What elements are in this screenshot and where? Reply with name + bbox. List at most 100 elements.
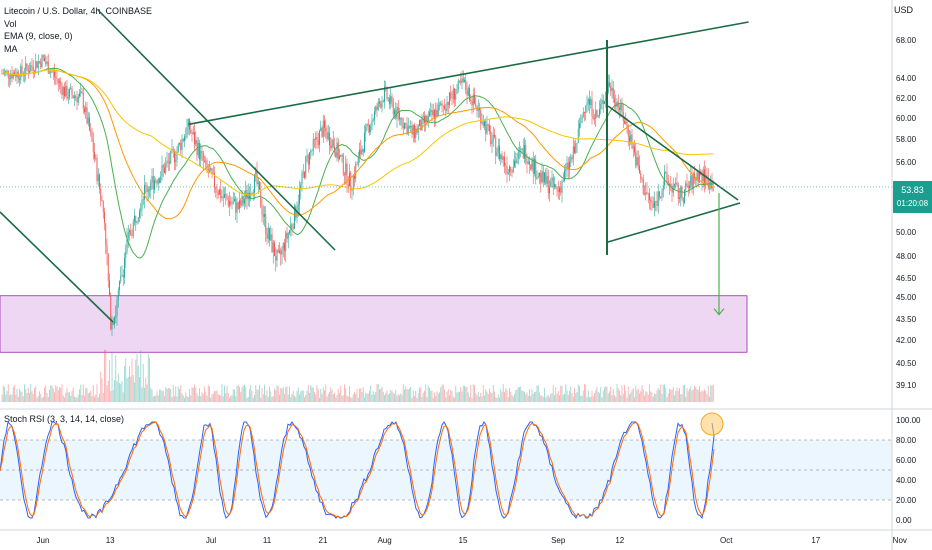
candle-body (529, 161, 530, 165)
volume-bar (609, 391, 610, 402)
volume-bar (227, 393, 229, 402)
volume-bar (254, 395, 255, 402)
volume-bar (421, 397, 423, 402)
candle-body (562, 180, 564, 182)
volume-bar (56, 386, 58, 402)
volume-bar (141, 387, 143, 402)
volume-bar (21, 391, 23, 402)
candle-body (696, 172, 698, 181)
candle-body (112, 322, 114, 325)
volume-bar (597, 391, 599, 402)
candle-body (95, 157, 97, 159)
candle-body (254, 174, 255, 193)
volume-bar (289, 386, 290, 402)
volume-bar (252, 397, 254, 402)
candle-body (429, 111, 430, 116)
volume-bar (545, 397, 547, 402)
candle-body (81, 91, 83, 94)
time-tick-label: Nov (893, 536, 907, 545)
candle-body (251, 193, 253, 195)
volume-bar (212, 393, 214, 402)
volume-bar (604, 387, 605, 402)
candle-body (280, 250, 282, 255)
candle-body (507, 172, 509, 174)
currency-label: USD (894, 5, 914, 15)
candle-body (216, 189, 218, 193)
volume-bar (612, 388, 614, 402)
volume-bar (246, 397, 248, 402)
volume-bar (697, 390, 699, 402)
ma-legend[interactable]: MA (4, 44, 18, 54)
candle-body (342, 154, 344, 175)
volume-bar (175, 386, 177, 402)
wedge-lower-line (607, 202, 741, 243)
candle-body (301, 173, 303, 185)
volume-bar (51, 385, 53, 402)
volume-bar (110, 391, 112, 402)
volume-bar (281, 388, 283, 402)
volume-bar (437, 393, 439, 402)
volume-bar (216, 390, 218, 402)
volume-bar (90, 390, 92, 402)
candle-body (192, 132, 194, 135)
volume-bar (132, 375, 134, 402)
volume-bar (692, 389, 694, 402)
candle-body (496, 152, 498, 156)
candle-body (627, 127, 629, 137)
candle-body (376, 106, 378, 110)
candle-body (545, 172, 547, 184)
candle-body (671, 186, 673, 193)
candle-body (599, 109, 600, 116)
candle-body (355, 164, 357, 179)
volume-bar (277, 386, 279, 402)
volume-bar (297, 387, 299, 402)
candle-body (446, 102, 448, 111)
volume-bar (614, 395, 615, 402)
candle-body (479, 108, 480, 111)
candle-body (521, 148, 523, 150)
volume-bar (124, 366, 125, 402)
volume-bar (429, 387, 430, 402)
candle-body (564, 170, 565, 181)
volume-bar (86, 388, 88, 402)
candle-body (390, 96, 392, 105)
volume-bar (249, 389, 250, 402)
candle-body (465, 79, 467, 90)
candle-body (684, 190, 685, 203)
volume-bar (590, 396, 592, 402)
volume-bar (307, 384, 309, 402)
candle-body (482, 121, 484, 126)
candle-body (34, 70, 35, 72)
candle-body (516, 158, 518, 163)
ema-legend[interactable]: EMA (9, close, 0) (4, 31, 73, 41)
stoch-rsi-legend[interactable]: Stoch RSI (3, 3, 14, 14, close) (4, 414, 125, 424)
volume-bar (256, 389, 258, 402)
candle-body (574, 146, 575, 153)
volume-bar (382, 392, 384, 402)
volume-bar (670, 389, 672, 402)
candle-body (275, 256, 277, 261)
volume-bar (127, 376, 129, 402)
volume-bar (569, 391, 570, 402)
candle-body (614, 98, 615, 103)
volume-legend[interactable]: Vol (4, 19, 17, 29)
candle-body (631, 134, 633, 149)
volume-bar (551, 393, 553, 402)
candle-body (626, 121, 628, 128)
volume-bar (449, 395, 450, 402)
volume-bar (310, 385, 312, 402)
volume-bar (389, 393, 390, 402)
rsi-tick-label: 0.00 (896, 516, 912, 525)
candle-body (330, 145, 332, 149)
volume-bar (711, 385, 713, 402)
candle-body (65, 85, 67, 97)
candle-body (536, 177, 538, 179)
volume-bar (14, 385, 15, 402)
volume-bar (630, 392, 632, 402)
volume-bar (340, 385, 342, 402)
volume-bar (305, 395, 307, 402)
volume-bar (140, 350, 142, 402)
volume-bar (459, 391, 460, 402)
price-tick-label: 58.00 (896, 135, 917, 144)
